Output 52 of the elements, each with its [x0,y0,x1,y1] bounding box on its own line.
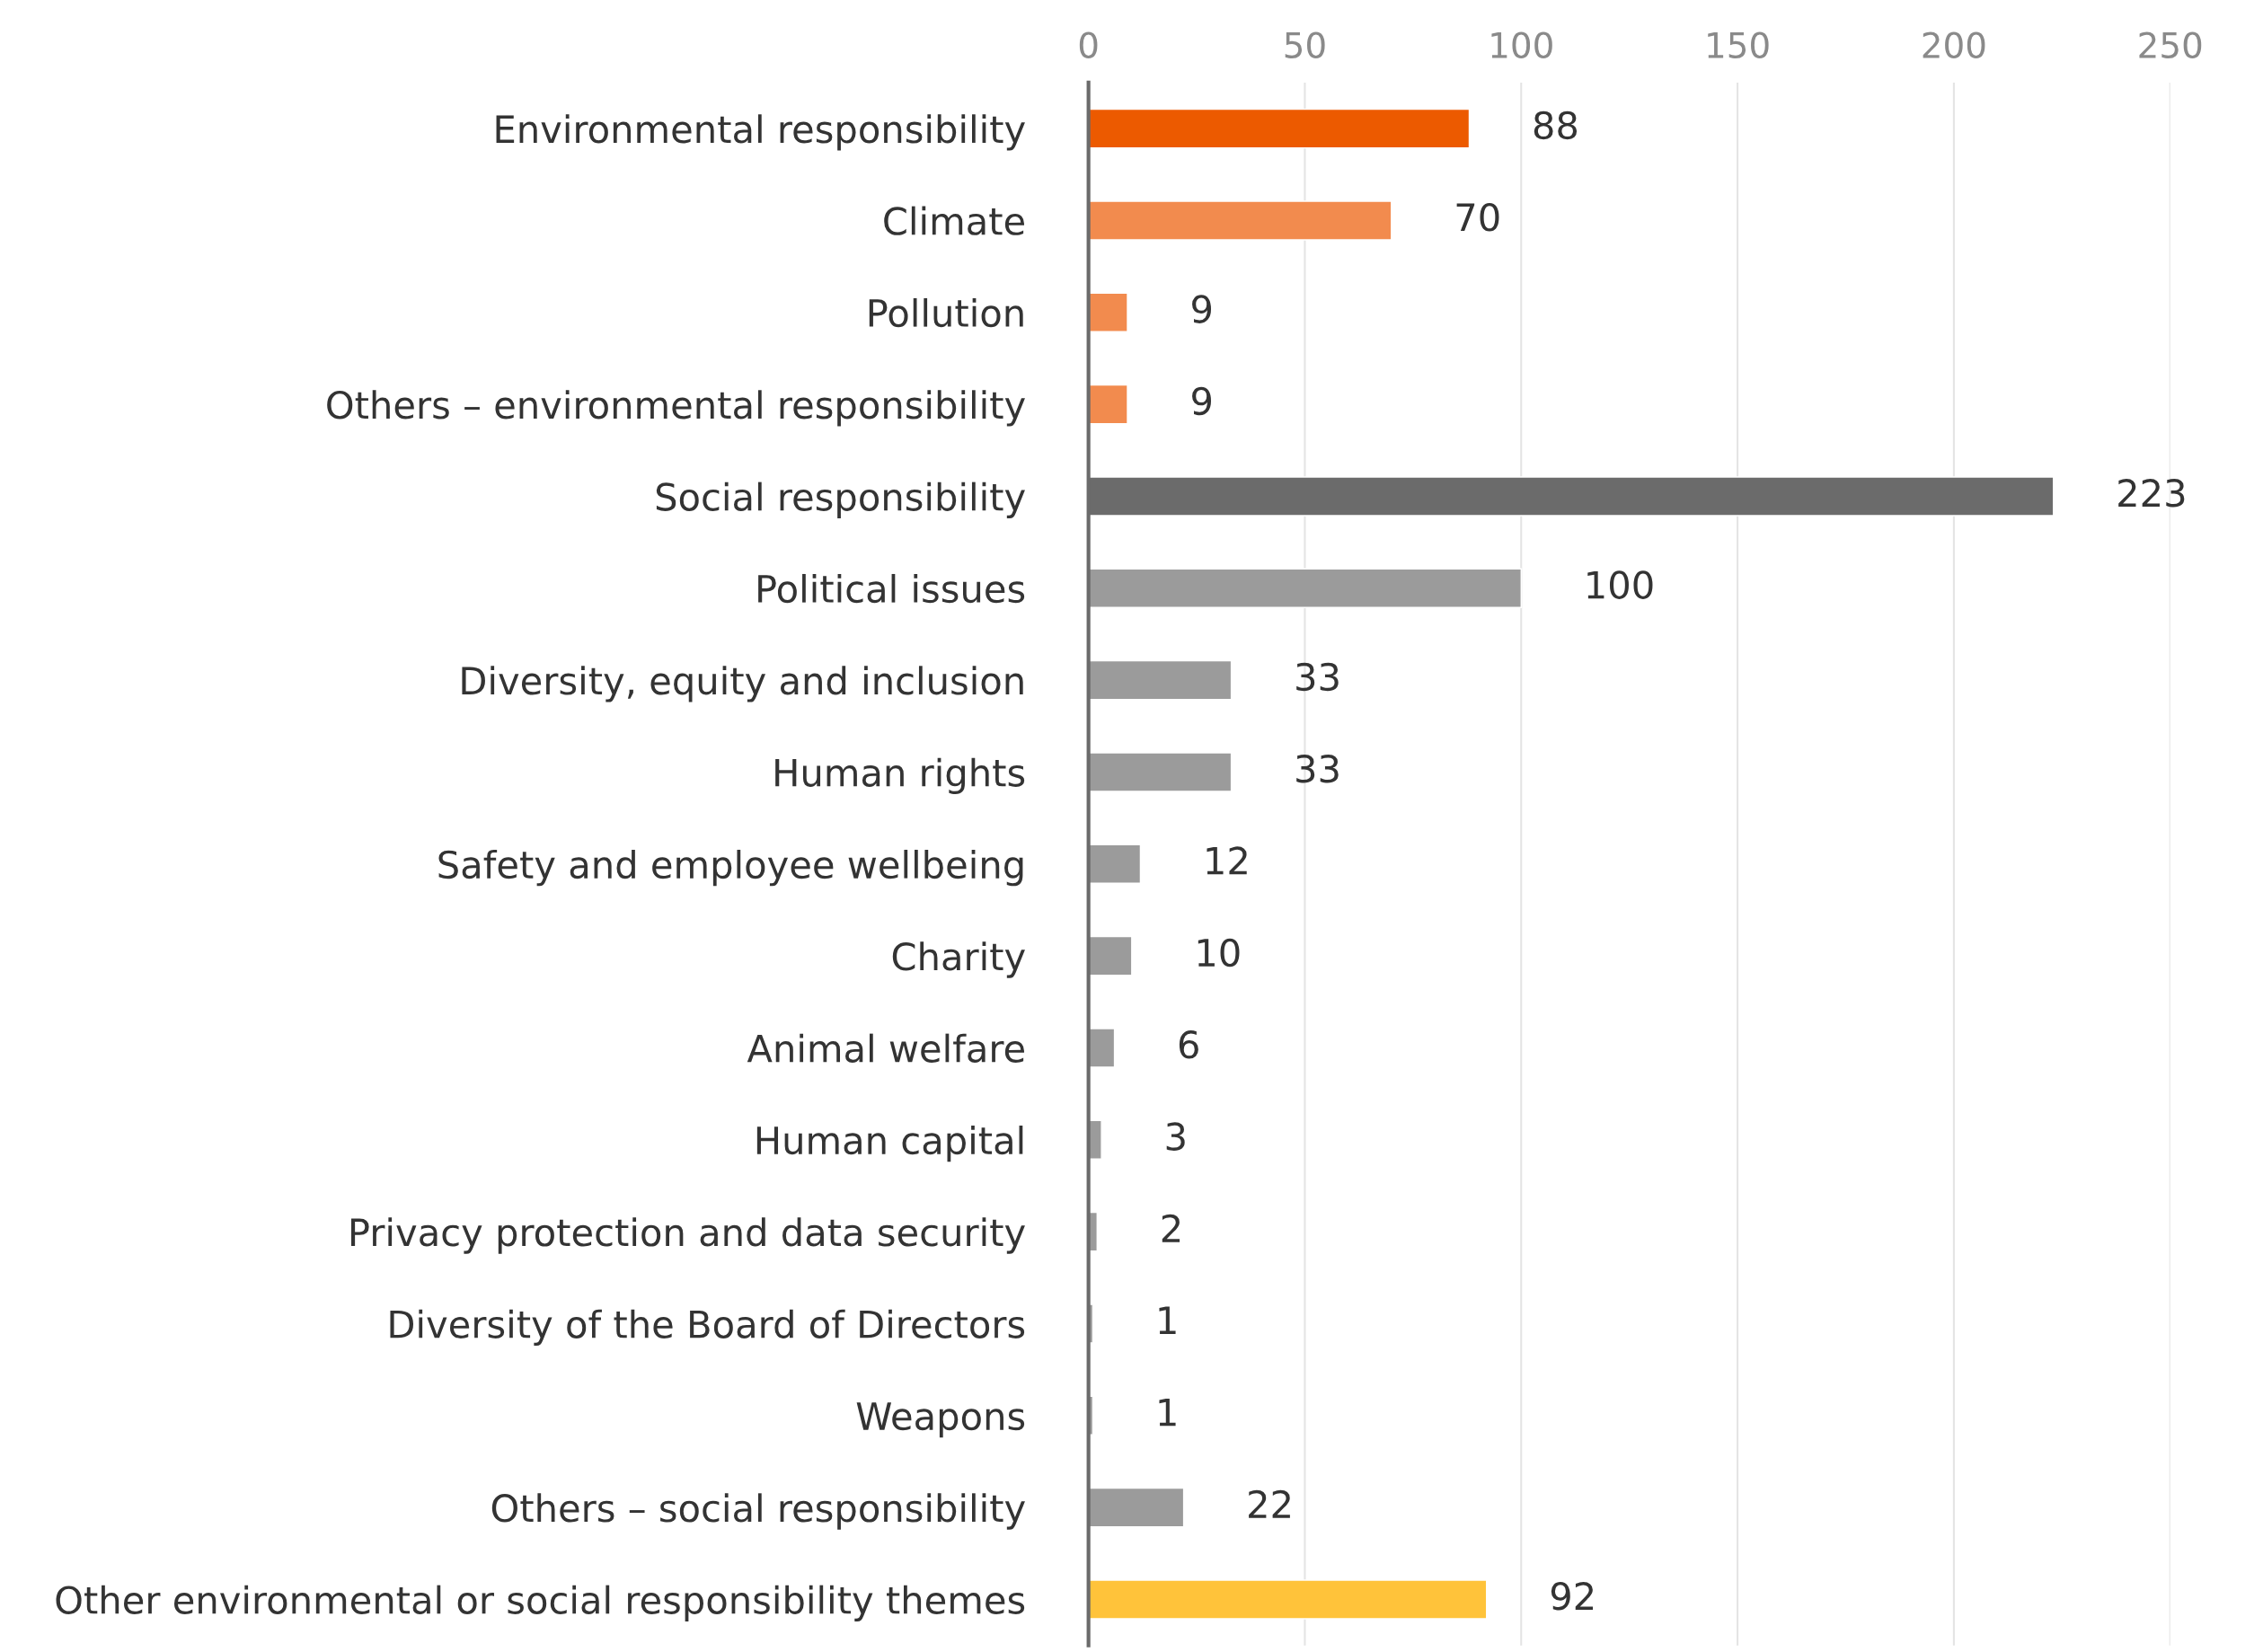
data-label: 22 [1249,1489,1290,1518]
data-label: 9 [1192,386,1212,416]
bar [1088,1028,1116,1068]
x-tick-label: 0 [1079,31,1098,58]
data-label: 1 [1159,1398,1176,1427]
y-tick-label: Others – social responsibility [491,1493,1025,1530]
data-label: 6 [1179,1030,1198,1059]
bar [1088,752,1233,792]
y-tick-label: Human rights [775,757,1025,794]
y-tick-label: Weapons [856,1402,1025,1438]
y-tick-label: Other environmental or social responsibility themes [56,1585,1025,1621]
data-label: 223 [2118,479,2185,508]
data-label: 10 [1198,938,1240,967]
y-tick-label: Charity [892,941,1025,978]
data-label: 33 [1296,662,1339,692]
bar [1088,568,1522,608]
y-tick-label: Political issues [758,573,1025,604]
bar [1088,1487,1185,1528]
y-tick-label: Safety and employee wellbeing [438,849,1023,887]
y-tick-label: Environmental responsibility [496,114,1025,151]
y-tick-label: Diversity of the Board of Directors [390,1309,1025,1346]
bar [1088,292,1128,332]
y-tick-label: Climate [884,206,1024,235]
bar [1088,384,1128,425]
x-tick-label: 50 [1285,31,1325,58]
data-label: 9 [1192,295,1212,323]
data-label: 2 [1162,1214,1180,1242]
data-label: 33 [1296,755,1339,783]
data-label: 92 [1551,1582,1594,1611]
data-label: 3 [1166,1122,1185,1151]
bar [1088,844,1142,884]
bar [1088,200,1392,241]
bar [1088,108,1471,149]
data-label: 70 [1456,203,1499,232]
bar [1088,1579,1488,1620]
y-tick-label: Pollution [869,297,1023,328]
y-tick-label: Diversity, equity and inclusion [462,666,1023,702]
y-tick-label: Others – environmental responsibility [327,390,1025,427]
y-tick-label: Privacy protection and data security [351,1217,1025,1254]
y-tick-label: Human capital [756,1125,1023,1162]
data-label: 12 [1207,846,1247,875]
y-tick-label: Animal welfare [747,1033,1024,1063]
bar [1088,935,1133,976]
x-tick-label: 100 [1491,31,1552,58]
y-tick-label: Social responsibility [656,481,1025,518]
data-label: 1 [1159,1306,1176,1334]
x-tick-label: 250 [2139,31,2202,58]
x-tick-label: 200 [1923,31,1985,58]
bar [1088,659,1233,701]
data-label: 88 [1534,110,1578,140]
x-tick-label: 150 [1708,31,1769,58]
data-label: 100 [1587,570,1653,599]
